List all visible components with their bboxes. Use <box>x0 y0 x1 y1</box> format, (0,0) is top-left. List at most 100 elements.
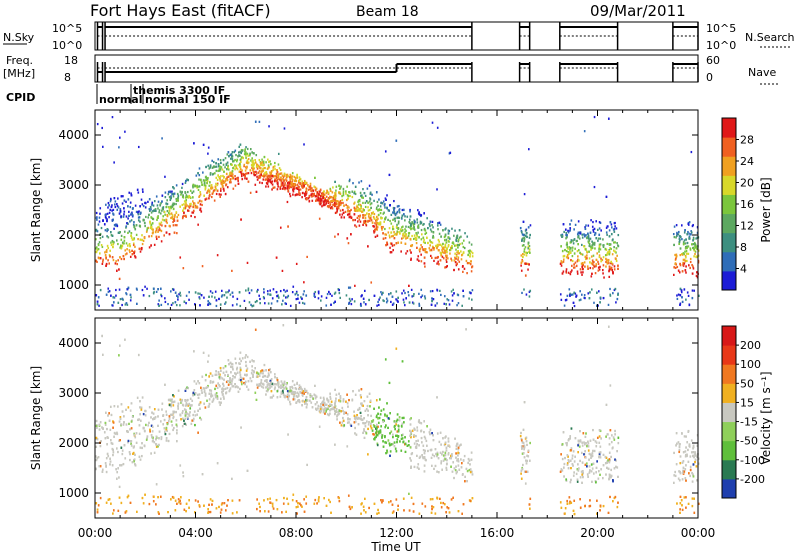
data-cell <box>589 237 592 240</box>
data-cell <box>368 184 371 187</box>
data-cell <box>192 186 194 189</box>
data-cell <box>112 301 115 304</box>
data-cell <box>189 189 192 192</box>
data-cell <box>335 185 338 188</box>
data-cell <box>331 294 333 297</box>
data-cell <box>141 203 144 206</box>
data-cell <box>451 227 453 230</box>
data-cell <box>338 288 340 292</box>
data-cell <box>334 199 337 202</box>
data-cell <box>201 203 203 207</box>
data-cell <box>439 251 442 254</box>
data-cell <box>579 268 582 271</box>
data-cell <box>607 303 610 306</box>
data-cell <box>586 265 589 268</box>
data-cell <box>226 153 229 156</box>
data-cell <box>373 199 375 202</box>
data-cell <box>471 255 474 258</box>
data-cell <box>323 193 326 197</box>
data-cell <box>466 261 469 265</box>
data-cell <box>255 163 258 166</box>
data-cell <box>137 213 140 216</box>
data-cell <box>609 221 612 224</box>
data-cell <box>360 204 362 208</box>
data-cell <box>289 304 292 307</box>
data-cell <box>457 252 460 255</box>
data-cell <box>171 216 174 219</box>
data-cell <box>153 209 155 212</box>
data-cell <box>689 266 691 270</box>
data-cell <box>454 229 456 232</box>
data-cell <box>395 242 398 245</box>
data-cell <box>305 193 307 196</box>
data-cell <box>348 297 351 300</box>
data-cell <box>227 291 229 294</box>
data-cell <box>566 236 568 239</box>
data-cell <box>388 173 391 177</box>
data-cell <box>184 206 187 209</box>
data-cell <box>180 193 182 196</box>
data-cell <box>258 294 260 297</box>
data-cell <box>314 186 317 189</box>
data-cell <box>173 215 176 218</box>
data-cell <box>528 236 531 239</box>
data-cell <box>100 226 103 230</box>
data-cell <box>679 253 682 257</box>
data-cell <box>160 221 163 224</box>
data-cell <box>248 301 251 304</box>
data-cell <box>601 258 604 262</box>
data-cell <box>439 289 441 292</box>
data-cell <box>431 289 434 293</box>
data-cell <box>372 211 375 214</box>
data-cell <box>277 296 280 299</box>
data-cell <box>577 220 580 223</box>
data-cell <box>307 188 310 191</box>
data-cell <box>287 225 289 228</box>
data-cell <box>149 220 151 223</box>
data-cell <box>101 126 103 130</box>
data-cell <box>599 301 601 304</box>
data-cell <box>229 178 232 181</box>
data-cell <box>469 260 472 263</box>
data-cell <box>449 252 451 255</box>
data-cell <box>405 225 407 228</box>
data-cell <box>106 235 108 238</box>
data-cell <box>211 295 213 298</box>
data-cell <box>99 212 101 215</box>
data-cell <box>231 177 234 180</box>
data-cell <box>218 165 220 168</box>
data-cell <box>202 171 204 174</box>
data-cell <box>367 201 369 204</box>
data-cell <box>110 243 113 247</box>
data-cell <box>99 207 102 210</box>
data-cell <box>99 252 101 255</box>
nave-tick-top: 60 <box>706 54 720 67</box>
data-cell <box>526 235 528 239</box>
data-cell <box>367 209 370 212</box>
freq-label: Freq. <box>6 54 33 67</box>
data-cell <box>322 192 324 195</box>
data-cell <box>384 197 387 200</box>
data-cell <box>151 217 154 220</box>
data-cell <box>299 182 301 186</box>
data-cell <box>320 299 322 302</box>
data-cell <box>591 246 594 249</box>
data-cell <box>348 213 350 216</box>
data-cell <box>424 297 427 300</box>
data-cell <box>528 295 531 298</box>
data-cell <box>431 224 433 227</box>
data-cell <box>570 258 572 262</box>
data-cell <box>384 217 386 220</box>
data-cell <box>336 207 338 210</box>
data-cell <box>102 145 104 148</box>
nsky-strip: N.Sky 10^5 10^0 10^5 10^0 N.Search <box>3 21 795 52</box>
colorbar-swatch <box>722 270 736 291</box>
data-cell <box>466 235 469 238</box>
data-cell <box>209 172 212 175</box>
data-cell <box>312 194 314 198</box>
data-cell <box>610 232 613 236</box>
data-cell <box>259 174 262 178</box>
data-cell <box>675 224 678 227</box>
data-cell <box>444 233 447 236</box>
data-cell <box>244 150 246 153</box>
